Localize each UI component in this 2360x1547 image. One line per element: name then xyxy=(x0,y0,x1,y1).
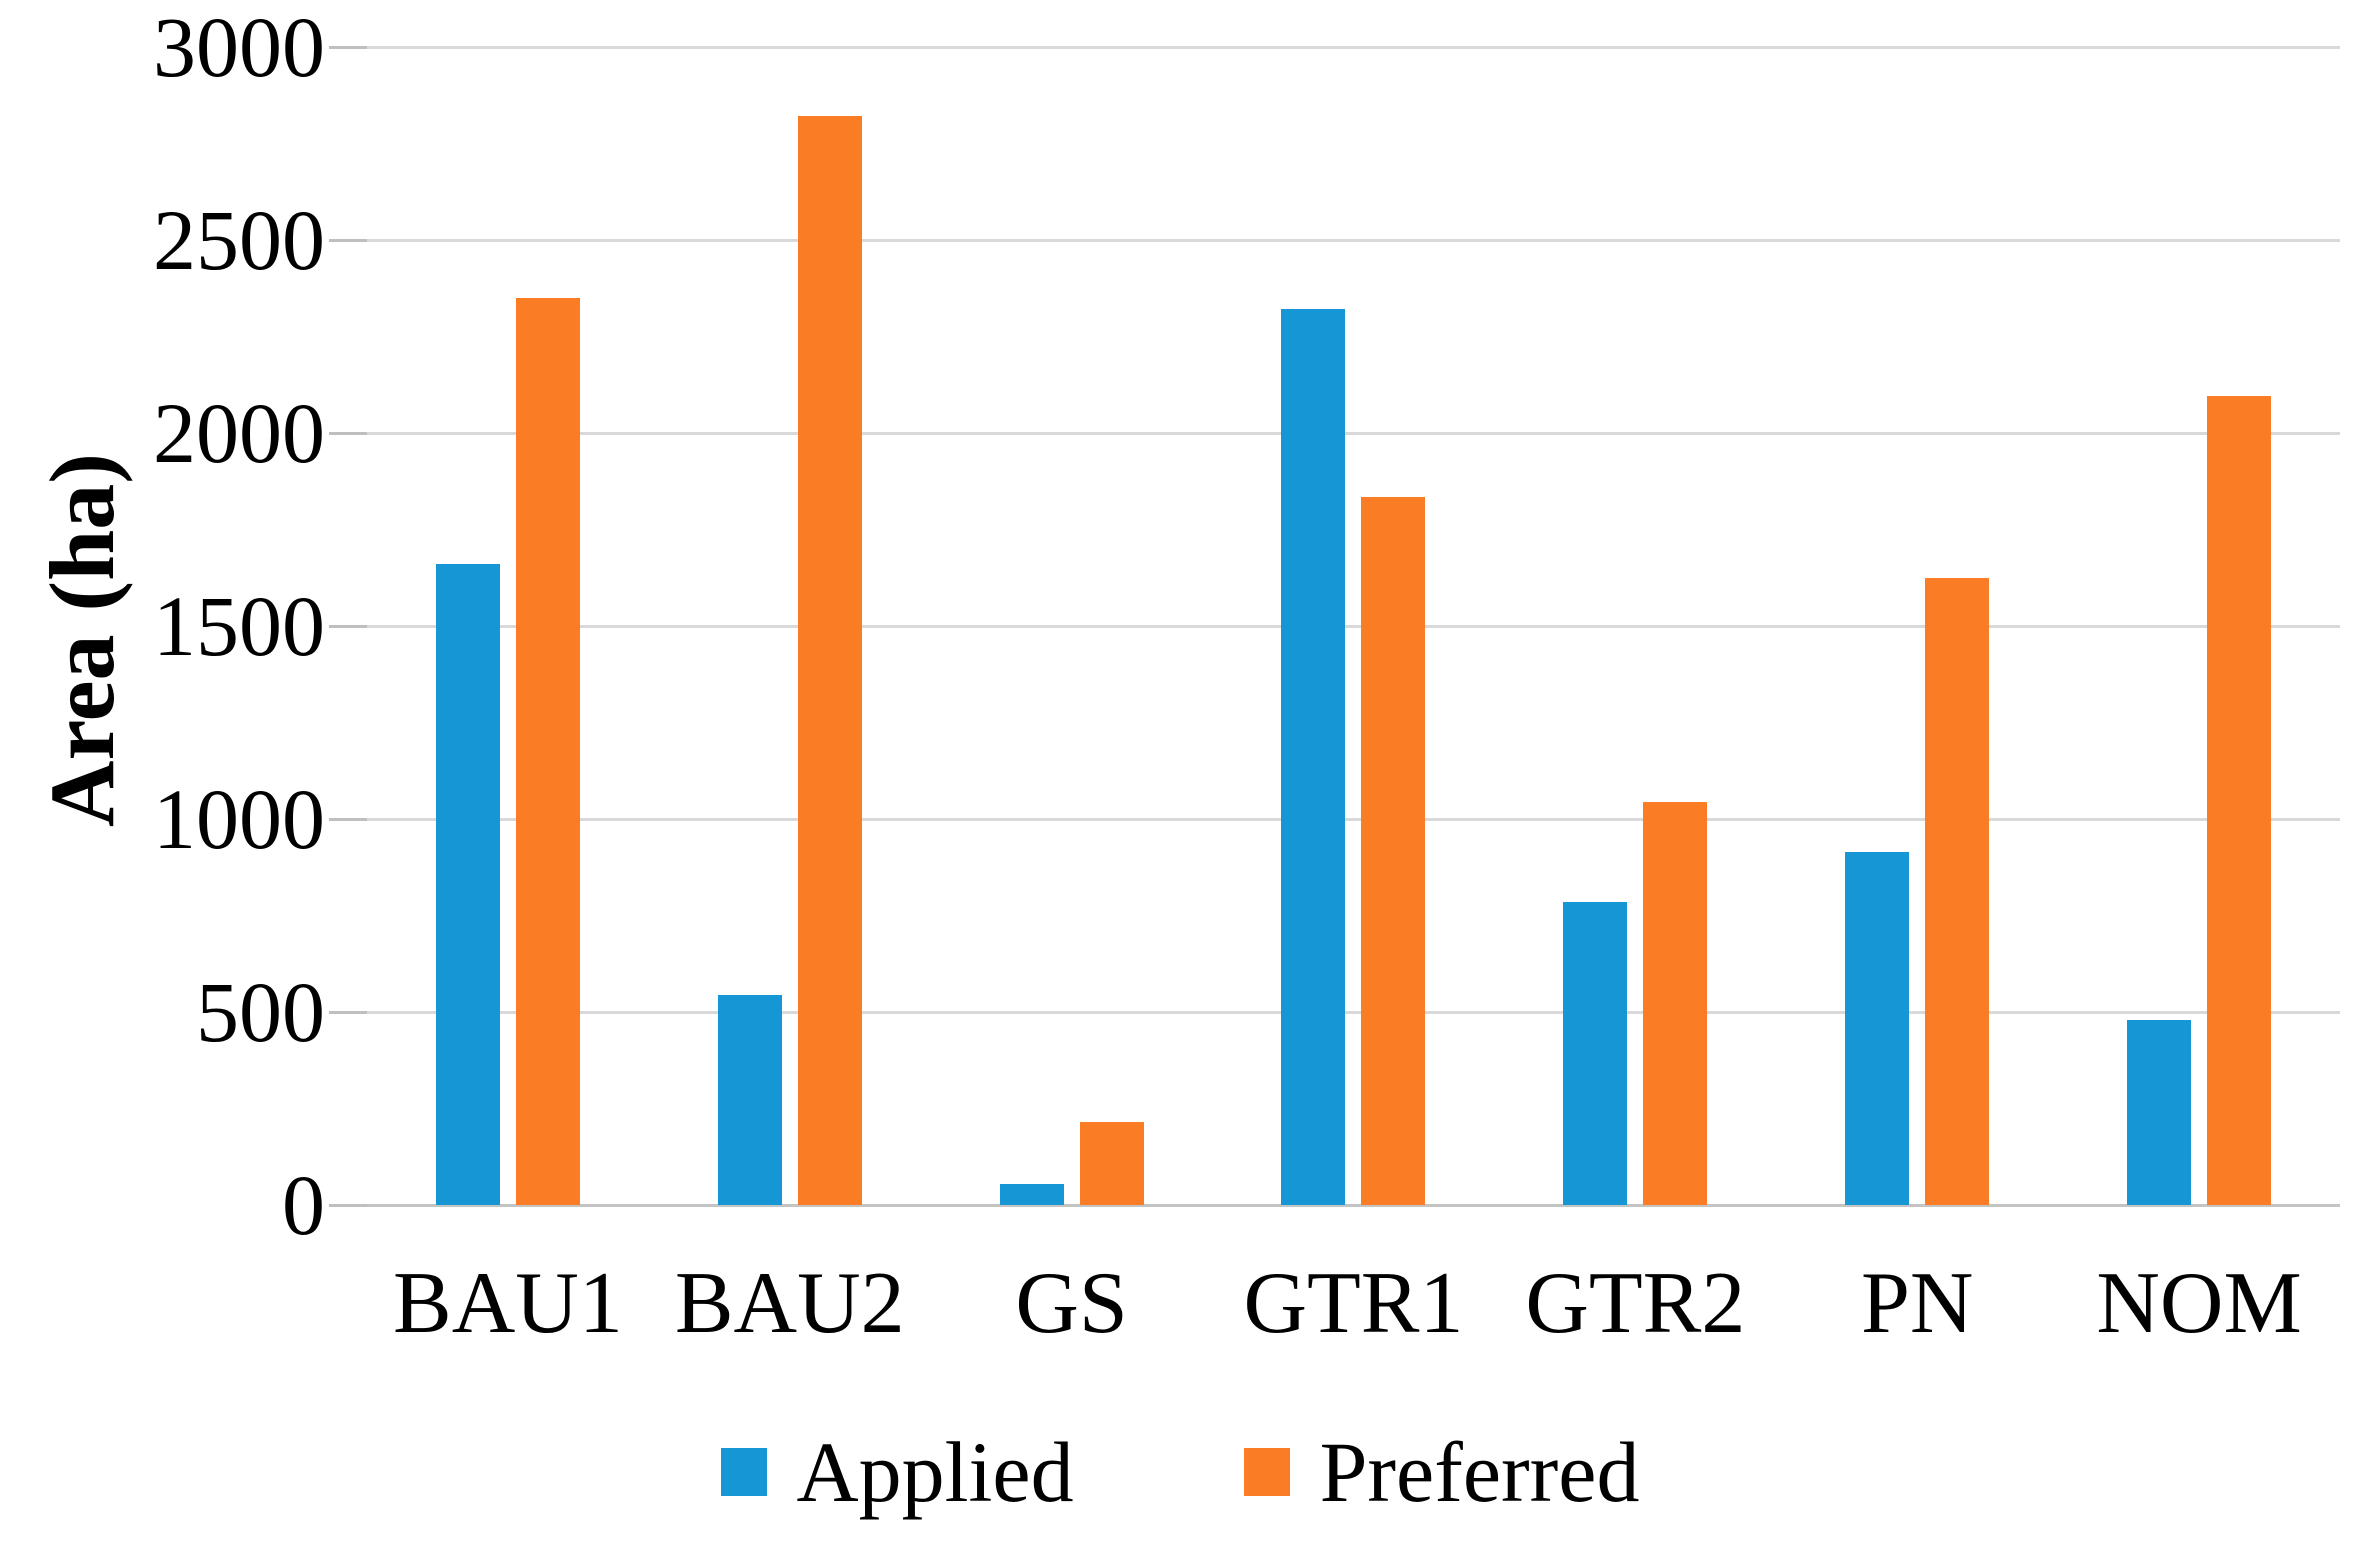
plot-area xyxy=(367,46,2340,1207)
gridline xyxy=(367,625,2340,628)
x-tick-label-bau1: BAU1 xyxy=(393,1255,623,1352)
y-tick-label: 3000 xyxy=(153,0,325,95)
x-tick-label-bau2: BAU2 xyxy=(674,1255,905,1352)
legend-item-applied: Applied xyxy=(720,1422,1074,1522)
legend-item-preferred: Preferred xyxy=(1243,1422,1640,1522)
legend: Applied Preferred xyxy=(0,1412,2360,1532)
bar-preferred-gtr2 xyxy=(1643,801,1708,1205)
bar-group-nom xyxy=(2058,47,2340,1205)
bar-group-gtr1 xyxy=(1213,47,1495,1205)
bar-group-pn xyxy=(1776,47,2058,1205)
x-tick-label-gs: GS xyxy=(1015,1255,1128,1352)
bar-applied-bau2 xyxy=(717,994,782,1205)
legend-label-preferred: Preferred xyxy=(1319,1424,1640,1520)
bar-preferred-pn xyxy=(1925,577,1990,1205)
y-tick-mark xyxy=(329,1011,367,1014)
bar-group-bau2 xyxy=(649,47,931,1205)
gridline xyxy=(367,1011,2340,1014)
y-tick-label: 0 xyxy=(282,1157,325,1253)
bar-preferred-gtr1 xyxy=(1361,496,1426,1205)
gridline xyxy=(367,46,2340,49)
y-tick-label: 1000 xyxy=(153,771,325,867)
bar-group-gtr2 xyxy=(1494,47,1776,1205)
y-tick-mark xyxy=(329,818,367,821)
legend-label-applied: Applied xyxy=(796,1424,1074,1520)
bar-group-gs xyxy=(931,47,1213,1205)
x-tick-label-nom: NOM xyxy=(2096,1255,2302,1352)
bar-applied-gs xyxy=(999,1183,1064,1205)
y-tick-mark xyxy=(329,432,367,435)
x-axis-line xyxy=(367,1204,2340,1207)
y-tick-mark xyxy=(329,46,367,49)
bar-applied-bau1 xyxy=(435,564,500,1205)
bar-preferred-bau2 xyxy=(797,116,862,1205)
y-tick-mark xyxy=(329,1204,367,1207)
bar-preferred-gs xyxy=(1079,1122,1144,1205)
gridline xyxy=(367,239,2340,242)
x-tick-label-pn: PN xyxy=(1860,1255,1974,1352)
y-tick-label: 2500 xyxy=(153,192,325,288)
bar-group-bau1 xyxy=(367,47,649,1205)
y-tick-label: 500 xyxy=(196,964,325,1060)
y-tick-label: 2000 xyxy=(153,385,325,481)
y-tick-mark xyxy=(329,239,367,242)
bar-preferred-nom xyxy=(2207,396,2272,1205)
gridline xyxy=(367,432,2340,435)
bar-applied-pn xyxy=(1845,851,1910,1205)
preferred-series-swatch-icon xyxy=(1243,1448,1290,1496)
bar-applied-gtr1 xyxy=(1281,309,1346,1205)
bar-preferred-bau1 xyxy=(515,297,580,1205)
x-tick-label-gtr1: GTR1 xyxy=(1243,1255,1464,1352)
x-tick-label-gtr2: GTR2 xyxy=(1525,1255,1746,1352)
bar-applied-gtr2 xyxy=(1563,902,1628,1205)
applied-series-swatch-icon xyxy=(720,1448,767,1496)
y-tick-mark xyxy=(329,625,367,628)
bar-applied-nom xyxy=(2127,1019,2192,1205)
gridline xyxy=(367,818,2340,821)
y-tick-label: 1500 xyxy=(153,578,325,674)
